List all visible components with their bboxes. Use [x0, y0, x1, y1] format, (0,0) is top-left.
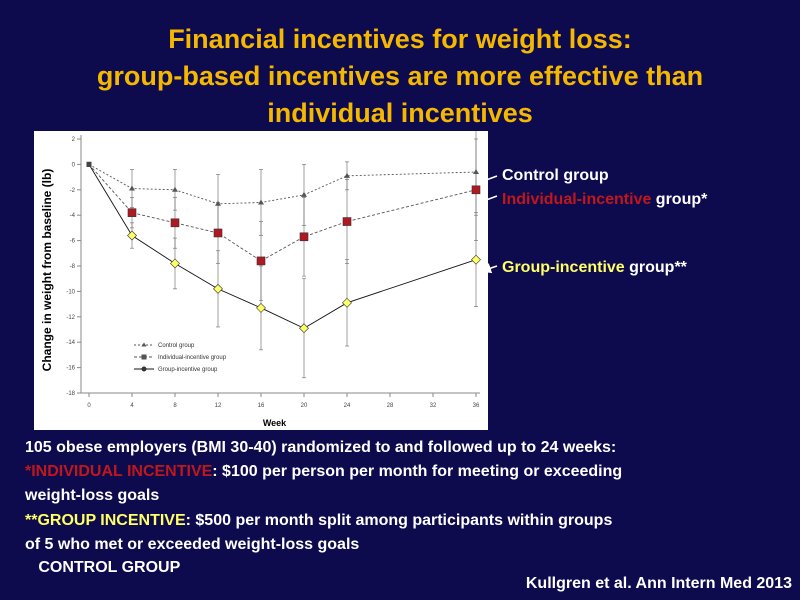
- weight-change-line-chart: 0 4 8 12 16 20 24 28 32 3620-2-4-6-8-10-12-14-16-…: [40, 128, 481, 428]
- data-point: [258, 199, 264, 205]
- x-tick-label: 4: [130, 403, 134, 409]
- slide-title-line-1: Financial incentives for weight loss:: [168, 24, 632, 54]
- y-tick-label: -4: [70, 213, 76, 219]
- citation: Kullgren et al. Ann Intern Med 2013: [525, 575, 792, 592]
- data-point: [129, 185, 135, 191]
- x-tick-label: 36: [473, 403, 480, 409]
- x-tick-label: 32: [430, 403, 437, 409]
- legend-group-incentive-group: Group-incentive group**: [502, 259, 687, 277]
- data-point: [342, 217, 352, 226]
- legend-group-colored-text: Group-incentive: [502, 259, 625, 276]
- data-point: [299, 323, 309, 334]
- legend-group-rest-text: group**: [624, 259, 687, 276]
- body-line-6-control-group: CONTROL GROUP: [25, 559, 181, 576]
- x-tick-label: 8: [173, 403, 177, 409]
- x-tick-label: 24: [344, 403, 351, 409]
- series-line: [88, 164, 477, 329]
- y-tick-label: 0: [72, 162, 76, 168]
- data-point: [127, 208, 137, 217]
- x-tick-label: 0: [87, 403, 91, 409]
- body-line-1: 105 obese employers (BMI 30-40) randomiz…: [25, 439, 617, 456]
- data-point: [170, 218, 180, 228]
- legend-individual-colored-text: Individual-incentive: [502, 191, 652, 208]
- slide-title-line-3: individual incentives: [267, 98, 533, 128]
- data-point: [127, 230, 137, 241]
- y-tick-label: -8: [70, 264, 76, 270]
- data-point: [213, 228, 223, 238]
- data-point: [471, 185, 481, 195]
- individual-incentive-description: : $100 per person per month for meeting …: [212, 463, 623, 480]
- y-tick-label: -18: [66, 391, 75, 397]
- x-tick-label: 28: [387, 403, 394, 409]
- data-point: [170, 258, 180, 269]
- y-tick-label: -10: [66, 289, 75, 295]
- y-tick-label: -14: [66, 340, 75, 346]
- y-tick-label: -12: [66, 315, 75, 321]
- legend-individual-rest-text: group*: [651, 191, 708, 208]
- data-point: [344, 172, 350, 178]
- data-point: [473, 169, 479, 175]
- slide-title-line-2: group-based incentives are more effectiv…: [96, 61, 704, 91]
- data-point: [256, 256, 266, 266]
- y-tick-label: -2: [70, 188, 76, 194]
- y-tick-label: -6: [70, 239, 76, 245]
- legend-label: Individual-incentive group: [158, 355, 227, 361]
- x-tick-label: 20: [301, 403, 308, 409]
- data-point: [256, 302, 266, 313]
- data-point: [342, 297, 352, 308]
- legend-control-group: Control group: [502, 167, 609, 184]
- legend-label: Group-incentive group: [158, 367, 218, 373]
- series-line: [88, 164, 477, 205]
- legend-individual-incentive-group: Individual-incentive group*: [502, 191, 707, 209]
- data-point: [86, 161, 92, 167]
- legend-marker: [141, 342, 147, 347]
- legend-label: Control group: [158, 343, 195, 349]
- x-axis-label: Week: [263, 418, 287, 428]
- y-tick-label: -16: [66, 366, 75, 372]
- chart-panel: 0 4 8 12 16 20 24 28 32 36 2 0 -2 -4 -6 -8 -10 -12 -14 -16-…: [34, 128, 488, 430]
- y-tick-label: 2: [72, 137, 76, 143]
- group-incentive-label: **GROUP INCENTIVE: [25, 512, 186, 529]
- individual-incentive-label: *INDIVIDUAL INCENTIVE: [25, 463, 213, 480]
- y-axis-label: Change in weight from baseline (lb): [40, 169, 54, 372]
- body-line-2: *INDIVIDUAL INCENTIVE: $100 per person p…: [25, 463, 622, 481]
- data-point: [471, 254, 481, 265]
- legend-marker: [141, 354, 147, 360]
- series-line: [88, 164, 477, 262]
- data-point: [215, 200, 221, 206]
- data-point: [213, 283, 223, 294]
- body-line-4: **GROUP INCENTIVE: $500 per month split …: [25, 512, 612, 530]
- group-incentive-description: : $500 per month split among participant…: [185, 512, 613, 529]
- x-tick-label: 12: [215, 403, 222, 409]
- body-line-5: of 5 who met or exceeded weight-loss goa…: [25, 536, 360, 553]
- legend-marker: [141, 366, 147, 372]
- x-tick-label: 16: [258, 403, 265, 409]
- data-point: [299, 232, 309, 242]
- data-point: [301, 191, 307, 197]
- data-point: [172, 186, 178, 192]
- body-line-3: weight-loss goals: [25, 487, 160, 504]
